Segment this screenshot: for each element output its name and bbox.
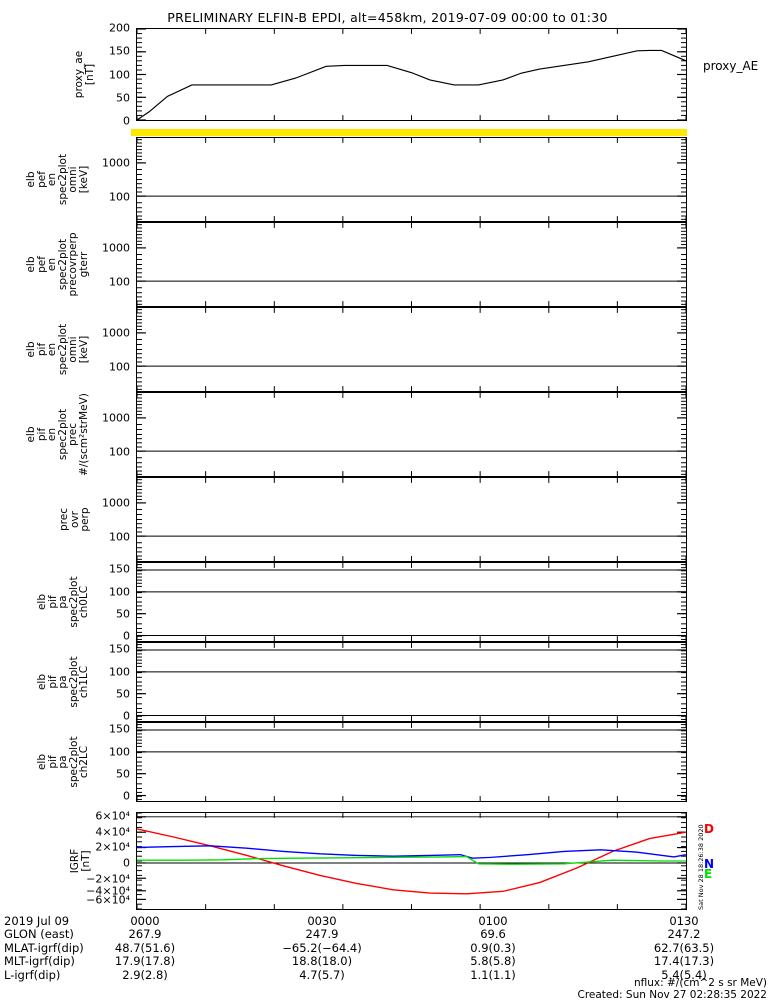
panel-elb-pif-en-spec2plot-prec[interactable] — [136, 392, 687, 477]
axis-title-line: precovrperp — [68, 222, 79, 307]
ytick-label: 0 — [0, 857, 130, 868]
axis-title-line: omni — [68, 307, 79, 392]
ytick-label: 2×10⁴ — [0, 842, 130, 853]
axis-title-line: [nT] — [81, 812, 92, 910]
panel-proxy-ae[interactable] — [136, 28, 687, 121]
axis-title-line: gterr — [79, 222, 90, 307]
spectrogram-colorbar — [131, 129, 687, 136]
ephemeris-row-label: MLAT-igrf(dip) — [4, 942, 84, 955]
axis-title-line: ch1LC — [79, 642, 90, 722]
ephemeris-value: 5.8(5.8) — [448, 955, 538, 968]
ytick-label: −6×10⁴ — [0, 895, 130, 906]
ephemeris-value: 0100 — [448, 915, 538, 928]
axis-title-line: #/(scm²strMeV) — [79, 392, 90, 477]
igrf-legend-d: D — [704, 822, 714, 836]
ytick-label: 150 — [0, 46, 130, 57]
panel-elb-pef-en-spec2plot-precovrperp-gterr[interactable] — [136, 222, 687, 307]
axis-title-line: pa — [58, 722, 69, 802]
ephemeris-value: 0.9(0.3) — [448, 942, 538, 955]
footer-created: Created: Sun Nov 27 02:28:35 2022 — [0, 990, 767, 1001]
panel-elb-pef-en-spec2plot-omni[interactable] — [136, 137, 687, 222]
axis-title-line: en — [47, 392, 58, 477]
axis-title-line: elb — [26, 137, 37, 222]
panel-elb-pif-pa-spec2plot-ch2lc[interactable] — [136, 722, 687, 802]
ephemeris-value: 17.4(17.3) — [634, 955, 734, 968]
footer-notes: nflux: #/(cm^2 s sr MeV) Created: Sun No… — [0, 978, 775, 1001]
ephemeris-value: 247.9 — [272, 928, 372, 941]
ephemeris-value: 17.9(17.8) — [108, 955, 182, 968]
panel-elb-pif-en-spec2plot-omni[interactable] — [136, 307, 687, 392]
axis-title-line: elb — [37, 642, 48, 722]
axis-title-line: pa — [58, 642, 69, 722]
panel-elb-pif-pa-spec2plot-ch1lc[interactable] — [136, 642, 687, 722]
axis-title-line: elb — [37, 562, 48, 642]
ytick-label: 50 — [0, 92, 130, 103]
ephemeris-value: −65.2(−64.4) — [272, 942, 372, 955]
axis-title-line: elb — [37, 722, 48, 802]
panel-elb-pif-pa-spec2plot-ch0lc[interactable] — [136, 562, 687, 642]
ytick-label: 6×10⁴ — [0, 810, 130, 821]
ephemeris-row: 2019 Jul 09 0000 0030 0100 0130 — [4, 915, 775, 928]
axis-title-line: en — [47, 222, 58, 307]
axis-title-line: elb — [26, 392, 37, 477]
axis-title-line: [keV] — [79, 137, 90, 222]
ephemeris-row-label: 2019 Jul 09 — [4, 915, 69, 928]
ephemeris-value: 62.7(63.5) — [634, 942, 734, 955]
axis-title-line: prec — [68, 392, 79, 477]
ephemeris-value: 0130 — [634, 915, 734, 928]
axis-title-line: prec — [59, 477, 70, 562]
series-proxy_AE — [137, 50, 686, 120]
ephemeris-row: MLAT-igrf(dip) 48.7(51.6) −65.2(−64.4) 0.9(… — [4, 942, 775, 955]
axis-title-line: [nT] — [85, 28, 96, 121]
ytick-label: −2×10⁴ — [0, 873, 130, 884]
axis-title-igrf: IGRF[nT] — [70, 812, 91, 910]
ephemeris-row-label: MLT-igrf(dip) — [4, 955, 75, 968]
axis-title-line: omni — [68, 137, 79, 222]
ephemeris-value: 69.6 — [448, 928, 538, 941]
ephemeris-row-label: GLON (east) — [4, 928, 74, 941]
axis-title-line: perp — [80, 477, 91, 562]
ytick-label: 4×10⁴ — [0, 826, 130, 837]
axis-title-line: pa — [58, 562, 69, 642]
footer-nflux: nflux: #/(cm^2 s sr MeV) — [0, 978, 767, 990]
axis-title-line: en — [47, 307, 58, 392]
ephemeris-value: 48.7(51.6) — [108, 942, 182, 955]
ephemeris-value: 267.9 — [108, 928, 182, 941]
axis-title-line: IGRF — [70, 812, 81, 910]
ytick-label: 200 — [0, 23, 130, 34]
ephemeris-value: 0000 — [108, 915, 182, 928]
ephemeris-row: MLT-igrf(dip) 17.9(17.8) 18.8(18.0) 5.8(5.8… — [4, 955, 775, 968]
ephemeris-value: 18.8(18.0) — [272, 955, 372, 968]
axis-title-line: [keV] — [79, 307, 90, 392]
axis-title-line: elb — [26, 222, 37, 307]
ytick-label: 0 — [0, 116, 130, 127]
panel-igrf[interactable] — [136, 812, 687, 910]
igrf-legend-e: E — [704, 867, 712, 881]
ephemeris-row: GLON (east) 267.9 247.9 69.6 247.2 — [4, 928, 775, 941]
panel-prec-ovr-perp[interactable] — [136, 477, 687, 562]
ephemeris-table: 2019 Jul 09 0000 0030 0100 0130 GLON (east) 26… — [4, 915, 775, 982]
legend-label-proxy-ae: proxy_AE — [703, 59, 758, 73]
axis-title-line: ch2LC — [79, 722, 90, 802]
ytick-label: 100 — [0, 69, 130, 80]
axis-title-proxy-ae: proxy_ae[nT] — [74, 28, 95, 121]
axis-title-line: ch0LC — [79, 562, 90, 642]
axis-title-line: proxy_ae — [74, 28, 85, 121]
igrf-side-timestamp: Sat Nov 28 18:26:38 2020 — [697, 824, 705, 910]
axis-title-line: elb — [26, 307, 37, 392]
ephemeris-value: 247.2 — [634, 928, 734, 941]
ephemeris-value: 0030 — [272, 915, 372, 928]
axis-title-line: en — [47, 137, 58, 222]
